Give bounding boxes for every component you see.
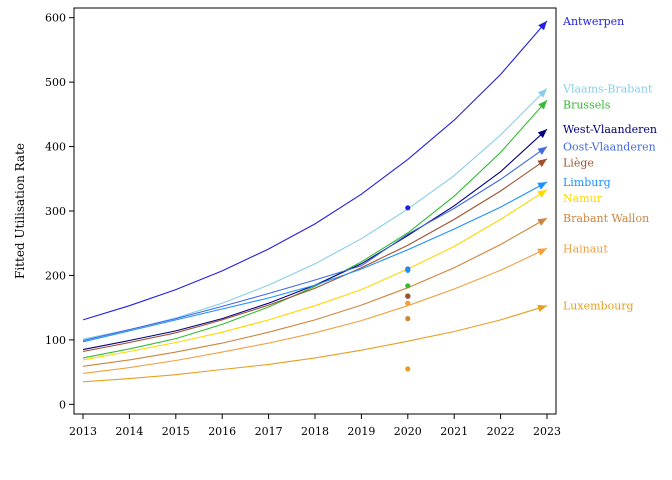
series-label-hainaut: Hainaut [563,242,608,255]
observed-point-limburg [405,267,411,273]
series-layer [82,20,548,383]
series-line-luxembourg [82,305,548,383]
series-arrowhead-namur [537,189,547,198]
y-tick-label: 0 [59,398,66,411]
series-line-limburg [82,181,548,343]
series-arrowhead-west-vlaanderen [537,129,547,138]
series-label-oost-vlaanderen: Oost-Vlaanderen [563,141,656,154]
y-axis-title: Fitted Utilisation Rate [13,143,27,279]
series-arrowhead-brabant-wallon [537,218,547,226]
series-line-oost-vlaanderen [82,146,548,342]
series-label-brussels: Brussels [563,99,611,112]
series-line-brabant-wallon [82,217,548,367]
series-arrowhead-oost-vlaanderen [537,146,547,155]
series-label-antwerpen: Antwerpen [562,15,624,28]
x-tick-label: 2017 [255,425,283,438]
series-arrowhead-luxembourg [537,304,547,312]
x-axis: 2013 2014 2015 2016 2017 2018 2019 2020 2021 2022… [69,414,561,438]
observed-points-layer [405,205,411,372]
series-arrowhead-liege [537,158,547,168]
series-label-luxembourg: Luxembourg [563,300,634,313]
x-tick-label: 2015 [162,425,190,438]
series-line-brussels [82,99,548,359]
observed-point-liege [405,293,411,299]
series-label-limburg: Limburg [563,176,611,189]
series-line-liege [82,158,548,353]
series-line-vlaams-brabant [82,88,548,340]
x-tick-label: 2023 [533,425,561,438]
observed-point-antwerpen [405,205,411,211]
y-tick-label: 300 [45,205,66,218]
series-label-namur: Namur [563,192,603,205]
y-tick-label: 200 [45,269,66,282]
observed-point-brussels [405,283,411,289]
x-tick-label: 2022 [487,425,515,438]
observed-point-luxembourg [405,366,411,372]
observed-point-brabant-wallon [405,316,411,322]
series-label-liege: Liège [563,157,594,170]
observed-point-hainaut [405,300,411,306]
series-arrowhead-vlaams-brabant [537,88,547,98]
y-tick-label: 400 [45,141,66,154]
x-tick-label: 2013 [69,425,97,438]
y-tick-label: 600 [45,12,66,25]
x-tick-label: 2014 [115,425,143,438]
series-label-west-vlaanderen: West-Vlaanderen [563,123,657,136]
series-line-hainaut [82,247,548,374]
series-labels-layer: Antwerpen Vlaams-Brabant Brussels West-Vlaa… [562,15,657,313]
y-axis: 0 100 200 300 400 500 600 [45,12,74,411]
series-label-brabant-wallon: Brabant Wallon [563,212,649,225]
series-line-west-vlaanderen [82,128,548,351]
x-tick-label: 2018 [301,425,329,438]
x-tick-label: 2021 [440,425,468,438]
x-tick-label: 2019 [347,425,375,438]
series-line-namur [82,189,548,361]
series-arrowhead-hainaut [537,248,547,256]
series-arrowhead-antwerpen [538,20,547,31]
y-tick-label: 100 [45,334,66,347]
series-line-antwerpen [82,20,548,321]
x-tick-label: 2016 [208,425,236,438]
series-arrowhead-brussels [538,100,547,110]
series-arrowhead-limburg [537,182,547,190]
x-tick-label: 2020 [394,425,422,438]
y-tick-label: 500 [45,76,66,89]
series-label-vlaams-brabant: Vlaams-Brabant [562,83,653,96]
plot-frame [73,7,557,415]
